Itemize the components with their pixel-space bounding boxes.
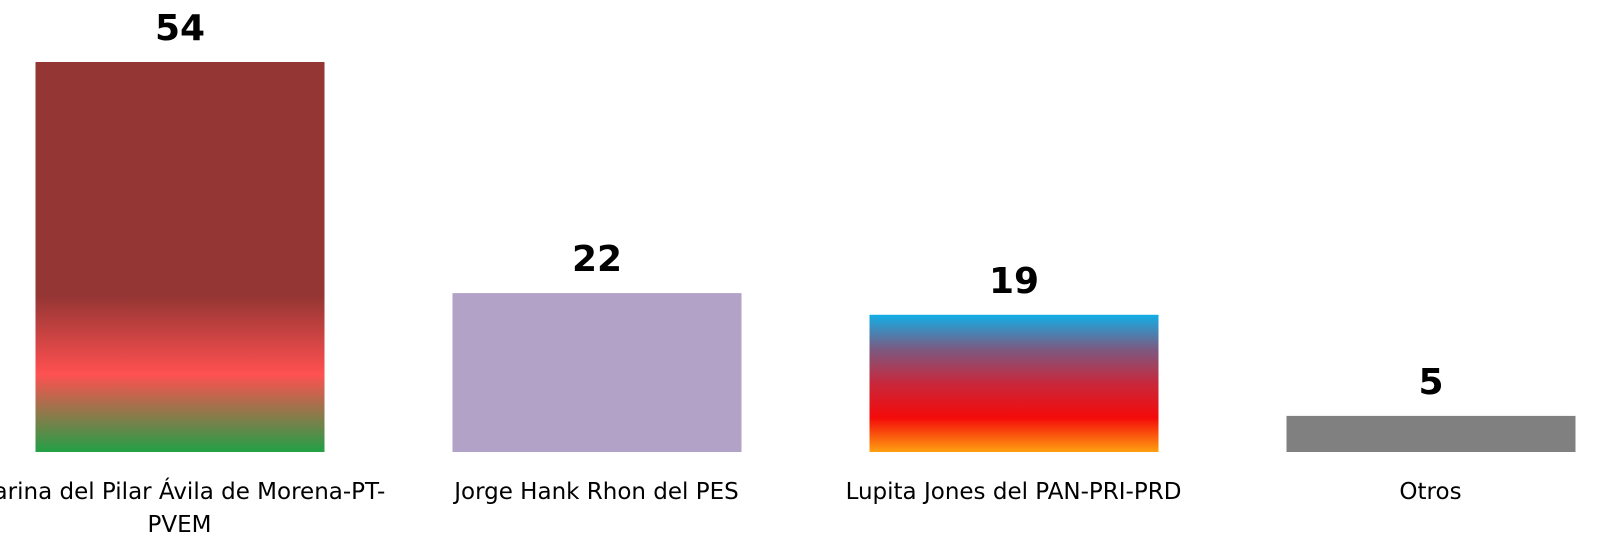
value-label: 5 — [1418, 362, 1443, 403]
bar — [1286, 415, 1576, 452]
x-tick-label: Jorge Hank Rhon del PES — [454, 479, 739, 505]
value-label: 54 — [155, 8, 205, 49]
bar — [452, 293, 742, 452]
x-tick-label: Otros — [1399, 479, 1462, 505]
value-label: 19 — [989, 261, 1039, 302]
x-tick-label: Lupita Jones del PAN-PRI-PRD — [845, 479, 1182, 505]
bar — [35, 62, 325, 452]
x-tick-label: Marina del Pilar Ávila de Morena-PT-PVEM — [0, 479, 386, 538]
bar — [869, 314, 1159, 452]
value-label: 22 — [572, 239, 622, 280]
